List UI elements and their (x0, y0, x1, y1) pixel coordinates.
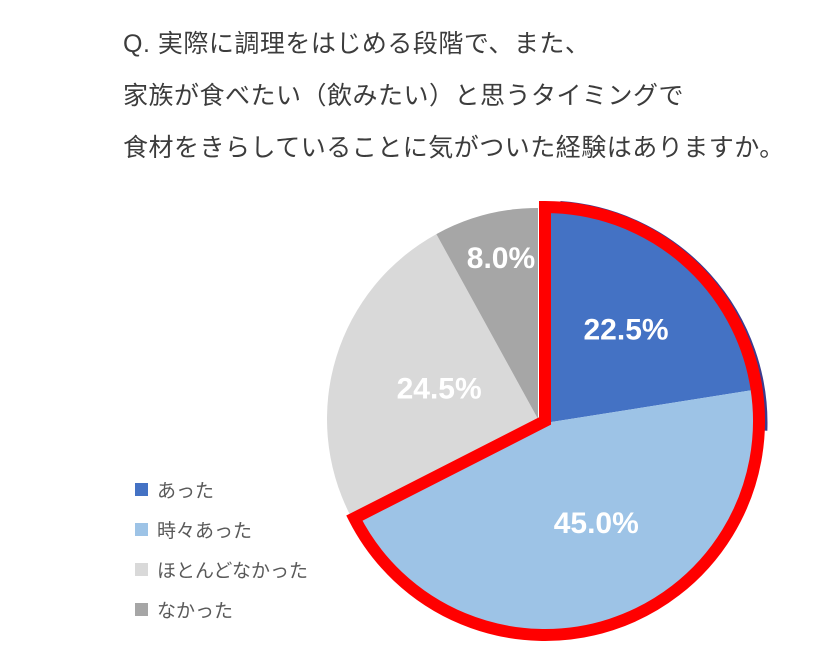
legend-marker-icon (135, 523, 148, 536)
legend-marker-icon (135, 563, 148, 576)
highlight-outline (346, 200, 765, 641)
pie-slice-label-2: 24.5% (397, 372, 482, 405)
legend-marker-icon (135, 483, 148, 496)
legend-item-2: ほとんどなかった (135, 556, 308, 583)
question-title-line-3: 食材をきらしていることに気がついた経験はありますか。 (123, 134, 785, 162)
question-title: Q. 実際に調理をはじめる段階で、また、 家族が食べたい（飲みたい）と思うタイミ… (123, 18, 803, 174)
question-title-line-2: 家族が食べたい（飲みたい）と思うタイミングで (123, 82, 685, 110)
pie-slice-3 (436, 208, 538, 419)
pie-slice-label-3: 8.0% (467, 242, 535, 275)
pie-slice-label-1: 45.0% (554, 507, 639, 540)
legend-item-3: なかった (135, 596, 308, 623)
legend-item-label: ほとんどなかった (157, 561, 309, 582)
legend-item-label: 時々あった (157, 521, 253, 542)
question-title-line-1: Q. 実際に調理をはじめる段階で、また、 (123, 30, 591, 58)
pie-slice-0 (545, 210, 756, 423)
pie-slice-2 (327, 234, 538, 515)
pie-slice-1 (355, 389, 758, 636)
pie-slice-label-0: 22.5% (584, 313, 669, 346)
legend-item-0: あった (135, 476, 308, 503)
legend-item-label: なかった (157, 601, 234, 622)
legend-item-label: あった (157, 481, 215, 502)
legend-item-1: 時々あった (135, 516, 308, 543)
chart-legend: あった時々あったほとんどなかった なかった (135, 476, 308, 623)
legend-marker-icon (135, 603, 148, 616)
